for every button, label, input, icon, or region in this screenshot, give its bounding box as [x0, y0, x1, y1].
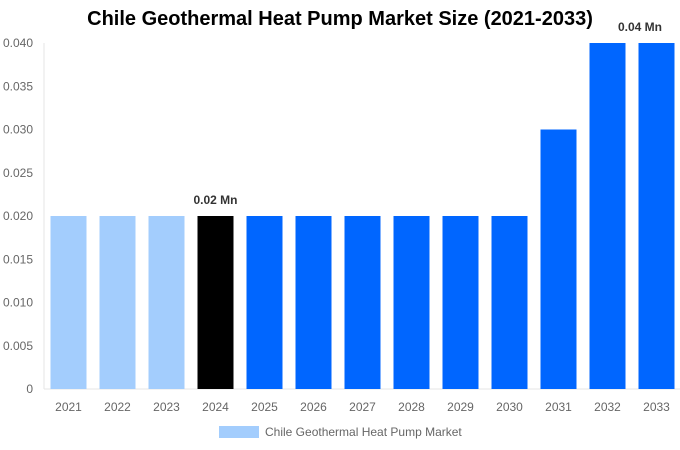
- y-tick-label: 0.010: [3, 296, 33, 310]
- bar-2025: [246, 216, 283, 389]
- x-tick-label: 2030: [496, 400, 523, 414]
- bar-2033: [638, 43, 675, 389]
- x-tick-label: 2023: [153, 400, 180, 414]
- bar-2032: [589, 43, 626, 389]
- y-tick-label: 0: [26, 382, 33, 396]
- bar-2031: [540, 129, 577, 389]
- bar-2027: [344, 216, 381, 389]
- x-tick-label: 2024: [202, 400, 229, 414]
- x-tick-label: 2021: [55, 400, 82, 414]
- x-tick-label: 2025: [251, 400, 278, 414]
- x-tick-label: 2022: [104, 400, 131, 414]
- bar-2021: [50, 216, 87, 389]
- y-tick-label: 0.025: [3, 166, 33, 180]
- x-tick-label: 2026: [300, 400, 327, 414]
- x-tick-label: 2032: [594, 400, 621, 414]
- bar-2029: [442, 216, 479, 389]
- y-tick-label: 0.040: [3, 36, 33, 50]
- x-tick-label: 2028: [398, 400, 425, 414]
- x-tick-label: 2027: [349, 400, 376, 414]
- bar-2023: [148, 216, 185, 389]
- legend-swatch: [219, 426, 259, 438]
- y-tick-label: 0.015: [3, 252, 33, 266]
- x-tick-label: 2033: [643, 400, 670, 414]
- bar-2024: [197, 216, 234, 389]
- bar-2026: [295, 216, 332, 389]
- y-tick-label: 0.035: [3, 79, 33, 93]
- chart-title: Chile Geothermal Heat Pump Market Size (…: [87, 8, 593, 30]
- legend-label: Chile Geothermal Heat Pump Market: [265, 425, 462, 439]
- x-tick-label: 2029: [447, 400, 474, 414]
- y-tick-label: 0.020: [3, 209, 33, 223]
- bar-2022: [99, 216, 136, 389]
- y-tick-label: 0.030: [3, 123, 33, 137]
- bar-2028: [393, 216, 430, 389]
- y-tick-label: 0.005: [3, 339, 33, 353]
- x-tick-label: 2031: [545, 400, 572, 414]
- legend: Chile Geothermal Heat Pump Market: [219, 425, 462, 439]
- bar-2030: [491, 216, 528, 389]
- data-label: 0.02 Mn: [193, 193, 237, 207]
- data-label: 0.04 Mn: [618, 20, 662, 34]
